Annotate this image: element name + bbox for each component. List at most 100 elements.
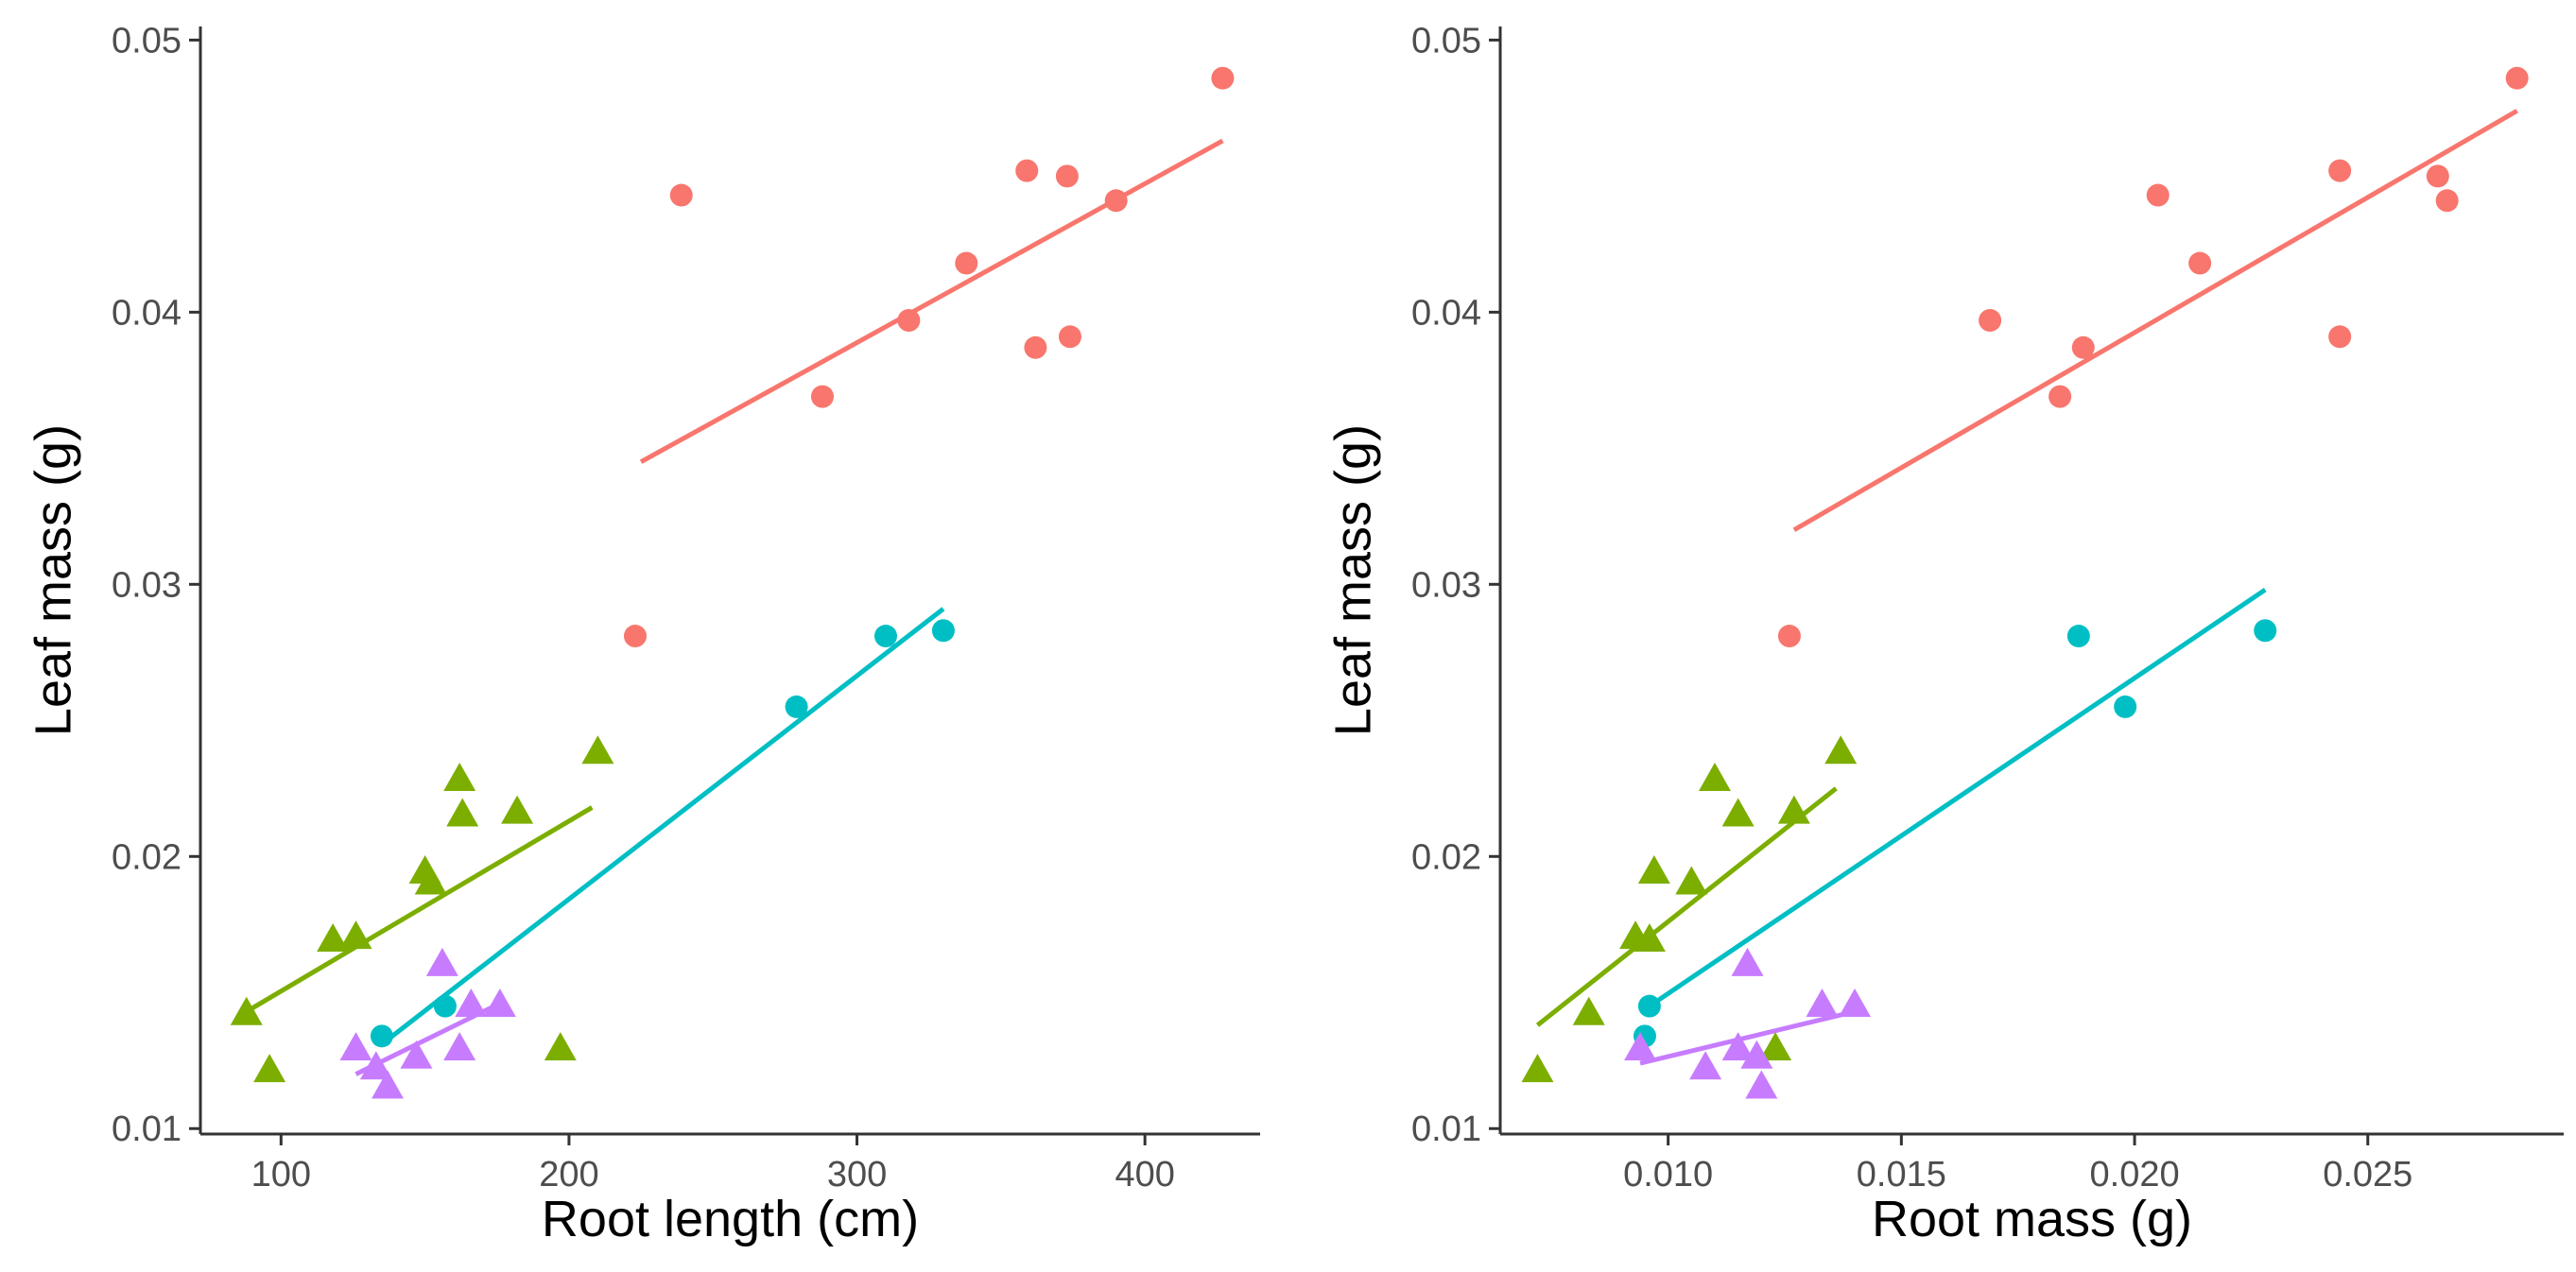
data-point-green — [339, 920, 372, 950]
data-point-cyan — [2114, 695, 2137, 718]
data-point-red — [2328, 159, 2352, 182]
data-point-purple — [359, 1051, 392, 1080]
data-point-red — [1777, 625, 1801, 648]
data-point-green — [1675, 866, 1708, 895]
data-point-green — [1721, 798, 1755, 827]
data-point-red — [1055, 164, 1079, 188]
y-tick-label: 0.02 — [1411, 837, 1481, 877]
data-point-purple — [425, 947, 458, 976]
fit-line-green — [245, 805, 594, 1014]
data-point-green — [443, 763, 476, 792]
data-point-red — [1058, 325, 1081, 349]
fit-lines-right — [1535, 109, 2518, 1066]
data-point-red — [1211, 66, 1235, 90]
x-tick-label: 0.020 — [2090, 1155, 2180, 1195]
panel-root-length: 0.01 0.02 0.03 0.04 0.05 100 200 300 400 Root l… — [25, 21, 1260, 1247]
fit-line-purple — [1639, 1008, 1856, 1066]
points-right — [1521, 66, 2529, 1099]
y-axis-title-left: Leaf mass (g) — [25, 424, 81, 736]
data-point-purple — [400, 1040, 433, 1069]
x-tick-label: 100 — [251, 1155, 311, 1195]
y-tick-label: 0.05 — [1411, 21, 1481, 60]
data-point-purple — [483, 988, 516, 1018]
y-tick-label: 0.01 — [112, 1109, 182, 1149]
y-ticks-right: 0.01 0.02 0.03 0.04 0.05 — [1411, 21, 1500, 1149]
data-point-purple — [1806, 988, 1839, 1018]
fit-line-red — [1792, 109, 2518, 532]
data-point-cyan — [1637, 994, 1661, 1018]
data-point-cyan — [433, 994, 457, 1018]
data-point-green — [253, 1054, 286, 1083]
data-point-purple — [1731, 947, 1764, 976]
data-point-green — [501, 795, 534, 824]
fit-line-cyan — [1648, 588, 2267, 1008]
fit-line-cyan — [380, 607, 945, 1046]
data-point-red — [2426, 164, 2449, 188]
data-point-red — [1015, 159, 1039, 182]
data-point-green — [581, 735, 614, 765]
fit-line-green — [1535, 786, 1838, 1027]
data-point-red — [2188, 251, 2212, 275]
points-left — [230, 66, 1235, 1099]
data-point-green — [544, 1032, 577, 1061]
data-point-red — [2146, 183, 2170, 207]
data-point-green — [1633, 922, 1666, 952]
x-axis-title-left: Root length (cm) — [542, 1191, 919, 1247]
x-tick-label: 300 — [827, 1155, 887, 1195]
data-point-green — [317, 922, 350, 952]
data-point-purple — [1624, 1032, 1657, 1061]
y-tick-label: 0.04 — [112, 293, 182, 333]
data-point-red — [1979, 308, 2002, 332]
data-point-purple — [339, 1032, 372, 1061]
data-point-red — [810, 385, 834, 408]
x-axis-title-right: Root mass (g) — [1872, 1191, 2192, 1247]
data-point-green — [1824, 735, 1858, 765]
data-point-green — [1759, 1032, 1792, 1061]
data-point-red — [2328, 325, 2352, 349]
x-tick-label: 0.015 — [1857, 1155, 1946, 1195]
x-ticks-right: 0.010 0.015 0.020 0.025 — [1623, 1134, 2412, 1195]
y-axis-title-right: Leaf mass (g) — [1324, 424, 1381, 736]
data-point-purple — [443, 1032, 476, 1061]
data-point-red — [2435, 189, 2459, 213]
data-point-green — [414, 866, 447, 895]
data-point-red — [2505, 66, 2529, 90]
data-point-green — [446, 798, 479, 827]
data-point-green — [1572, 996, 1605, 1025]
data-point-purple — [1689, 1051, 1722, 1080]
y-tick-label: 0.04 — [1411, 293, 1481, 333]
data-point-purple — [1721, 1032, 1755, 1061]
data-point-green — [230, 996, 263, 1025]
y-tick-label: 0.03 — [1411, 565, 1481, 605]
data-point-red — [955, 251, 978, 275]
data-point-purple — [1740, 1040, 1773, 1069]
y-tick-label: 0.02 — [112, 837, 182, 877]
data-point-red — [1104, 189, 1128, 213]
data-point-red — [1024, 335, 1047, 359]
y-ticks-left: 0.01 0.02 0.03 0.04 0.05 — [112, 21, 200, 1149]
data-point-green — [1698, 763, 1731, 792]
y-tick-label: 0.05 — [112, 21, 182, 60]
x-tick-label: 200 — [539, 1155, 598, 1195]
fit-lines-left — [245, 138, 1224, 1076]
data-point-red — [2071, 335, 2095, 359]
data-point-purple — [372, 1070, 405, 1099]
data-point-purple — [455, 988, 488, 1018]
data-point-cyan — [2254, 619, 2277, 643]
data-point-cyan — [931, 619, 955, 643]
fit-line-red — [639, 138, 1224, 464]
data-point-green — [1637, 854, 1670, 884]
data-point-red — [897, 308, 921, 332]
data-point-cyan — [785, 695, 808, 718]
data-point-cyan — [370, 1024, 393, 1048]
data-point-cyan — [2066, 625, 2090, 648]
x-ticks-left: 100 200 300 400 — [251, 1134, 1175, 1195]
data-point-cyan — [873, 625, 897, 648]
x-tick-label: 0.025 — [2323, 1155, 2412, 1195]
y-tick-label: 0.03 — [112, 565, 182, 605]
y-tick-label: 0.01 — [1411, 1109, 1481, 1149]
data-point-green — [1521, 1054, 1554, 1083]
data-point-purple — [1839, 988, 1871, 1018]
data-point-red — [669, 183, 693, 207]
